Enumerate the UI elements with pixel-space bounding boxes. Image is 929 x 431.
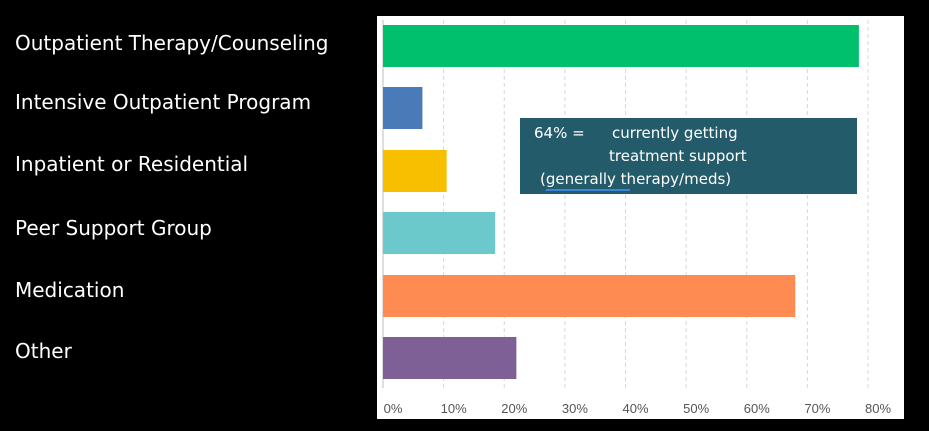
bar-outpatient-therapy-counseling — [383, 25, 859, 67]
annotation-line1-text: currently getting — [612, 124, 738, 142]
category-label-intensive-outpatient: Intensive Outpatient Program — [15, 90, 312, 114]
bar-chart: 0% 10% 20% 30% 40% 50% 60% 70% 80% — [382, 20, 891, 416]
x-tick-label: 80% — [865, 401, 891, 416]
category-label-medication: Medication — [15, 278, 125, 302]
annotation-line2: treatment support — [609, 147, 747, 165]
plot-panel: 0% 10% 20% 30% 40% 50% 60% 70% 80% — [377, 16, 904, 419]
category-label-other: Other — [15, 339, 72, 363]
x-tick-label: 20% — [501, 401, 527, 416]
x-tick-label: 70% — [804, 401, 830, 416]
category-label-outpatient-therapy: Outpatient Therapy/Counseling — [15, 31, 329, 55]
bar-intensive-outpatient-program — [383, 87, 423, 129]
bar-other — [383, 337, 517, 379]
bar-peer-support-group — [383, 212, 496, 254]
x-tick-label: 30% — [562, 401, 588, 416]
category-label-inpatient-residential: Inpatient or Residential — [15, 152, 249, 176]
x-tick-label: 10% — [441, 401, 467, 416]
category-label-peer-support: Peer Support Group — [15, 216, 212, 240]
annotation-line3: (generally therapy/meds) — [540, 170, 732, 188]
x-tick-label: 0% — [384, 401, 403, 416]
annotation-callout: 64% = currently getting treatment suppor… — [520, 118, 857, 194]
x-tick-label: 40% — [622, 401, 648, 416]
spellcheck-underline — [546, 189, 630, 191]
bar-inpatient-or-residential — [383, 150, 447, 192]
annotation-line1-percent: 64% = — [534, 124, 585, 142]
x-tick-label: 60% — [744, 401, 770, 416]
bar-medication — [383, 275, 796, 317]
x-tick-label: 50% — [683, 401, 709, 416]
